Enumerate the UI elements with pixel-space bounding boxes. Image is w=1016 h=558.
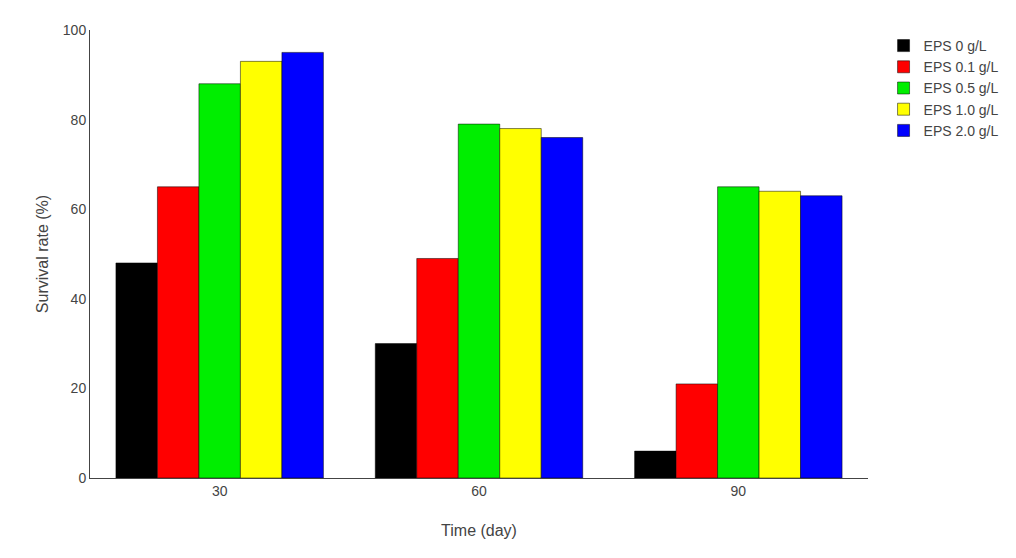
- svg-text:20: 20: [71, 380, 87, 396]
- svg-text:EPS 2.0 g/L: EPS 2.0 g/L: [924, 123, 999, 139]
- svg-text:EPS 0 g/L: EPS 0 g/L: [924, 38, 987, 54]
- svg-text:30: 30: [212, 483, 228, 499]
- svg-text:100: 100: [63, 22, 87, 38]
- svg-text:0: 0: [78, 470, 86, 486]
- svg-text:EPS 0.5 g/L: EPS 0.5 g/L: [924, 80, 999, 96]
- svg-text:EPS 1.0 g/L: EPS 1.0 g/L: [924, 102, 999, 118]
- svg-text:90: 90: [731, 483, 747, 499]
- svg-text:60: 60: [71, 201, 87, 217]
- svg-text:Time (day): Time (day): [441, 522, 517, 539]
- svg-text:Survival rate (%): Survival rate (%): [34, 195, 51, 313]
- svg-text:40: 40: [71, 291, 87, 307]
- svg-text:EPS 0.1 g/L: EPS 0.1 g/L: [924, 59, 999, 75]
- svg-text:60: 60: [471, 483, 487, 499]
- svg-text:80: 80: [71, 112, 87, 128]
